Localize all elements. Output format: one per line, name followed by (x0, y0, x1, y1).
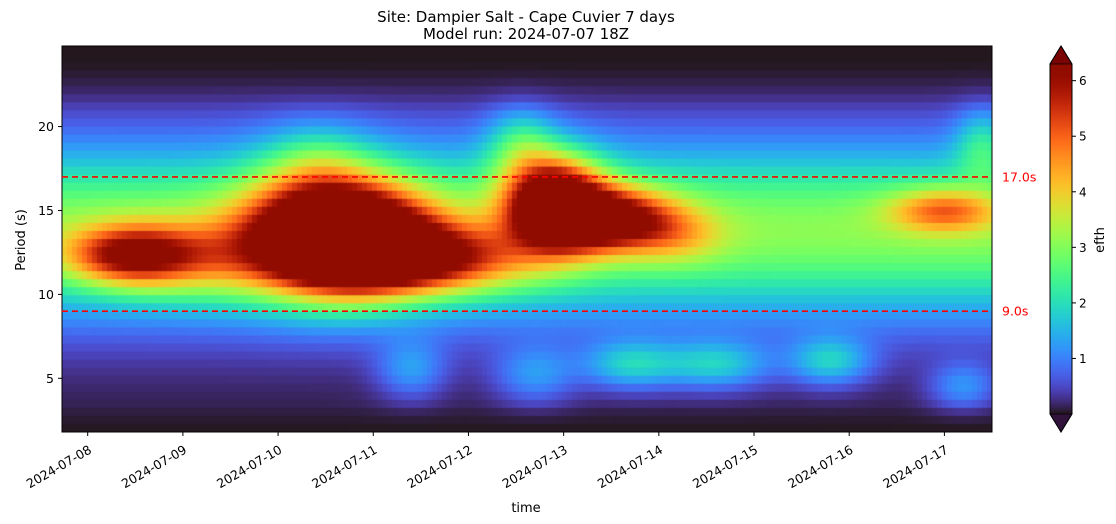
colorbar-extend-top (1049, 45, 1073, 65)
x-axis-label: time (511, 501, 540, 516)
colorbar-label: efth (1093, 227, 1108, 253)
plot-frame (61, 45, 993, 433)
reference-lines: 17.0s 9.0s (62, 169, 1036, 319)
y-tick-label: 15 (38, 203, 54, 218)
x-tick-label: 2024-07-13 (500, 442, 570, 491)
x-tick-label: 2024-07-08 (24, 442, 94, 491)
colorbar-outline (1049, 45, 1073, 433)
x-tick-label: 2024-07-15 (690, 442, 760, 491)
heatmap-plot (61, 45, 993, 433)
x-tick-label: 2024-07-12 (404, 442, 474, 491)
reference-line-label: 9.0s (1002, 304, 1028, 319)
x-tick-label: 2024-07-14 (595, 442, 665, 491)
reference-line-label: 17.0s (1002, 169, 1036, 184)
y-tick-label: 20 (38, 119, 54, 134)
colorbar-ticks: 1 2 3 4 5 6 (1072, 74, 1087, 366)
y-tick-label: 10 (38, 287, 54, 302)
colorbar-tick-label: 2 (1079, 296, 1087, 310)
chart-title: Site: Dampier Salt - Cape Cuvier 7 days … (377, 8, 675, 43)
x-axis: 2024-07-08 2024-07-09 2024-07-10 2024-07-11… (24, 432, 951, 491)
x-tick-label: 2024-07-17 (880, 442, 950, 491)
y-axis: 5 10 15 20 (38, 119, 62, 386)
chart-title-line2: Model run: 2024-07-07 18Z (423, 25, 629, 43)
chart-title-line1: Site: Dampier Salt - Cape Cuvier 7 days (377, 8, 675, 26)
colorbar-tick-label: 1 (1079, 352, 1087, 366)
colorbar-tick-label: 4 (1079, 185, 1087, 199)
colorbar-extend-bottom (1049, 413, 1073, 433)
x-tick-label: 2024-07-09 (119, 442, 189, 491)
colorbar-canvas (1050, 64, 1072, 414)
colorbar-tick-label: 6 (1079, 74, 1087, 88)
y-axis-label: Period (s) (14, 209, 29, 271)
colorbar-tick-label: 5 (1079, 130, 1087, 144)
y-tick-label: 5 (46, 371, 54, 386)
colorbar-tick-label: 3 (1079, 241, 1087, 255)
x-tick-label: 2024-07-10 (214, 442, 284, 491)
heatmap-canvas (62, 46, 992, 432)
x-tick-label: 2024-07-16 (785, 442, 855, 491)
colorbar: 1 2 3 4 5 6 efth (1049, 45, 1108, 433)
x-tick-label: 2024-07-11 (309, 442, 379, 491)
